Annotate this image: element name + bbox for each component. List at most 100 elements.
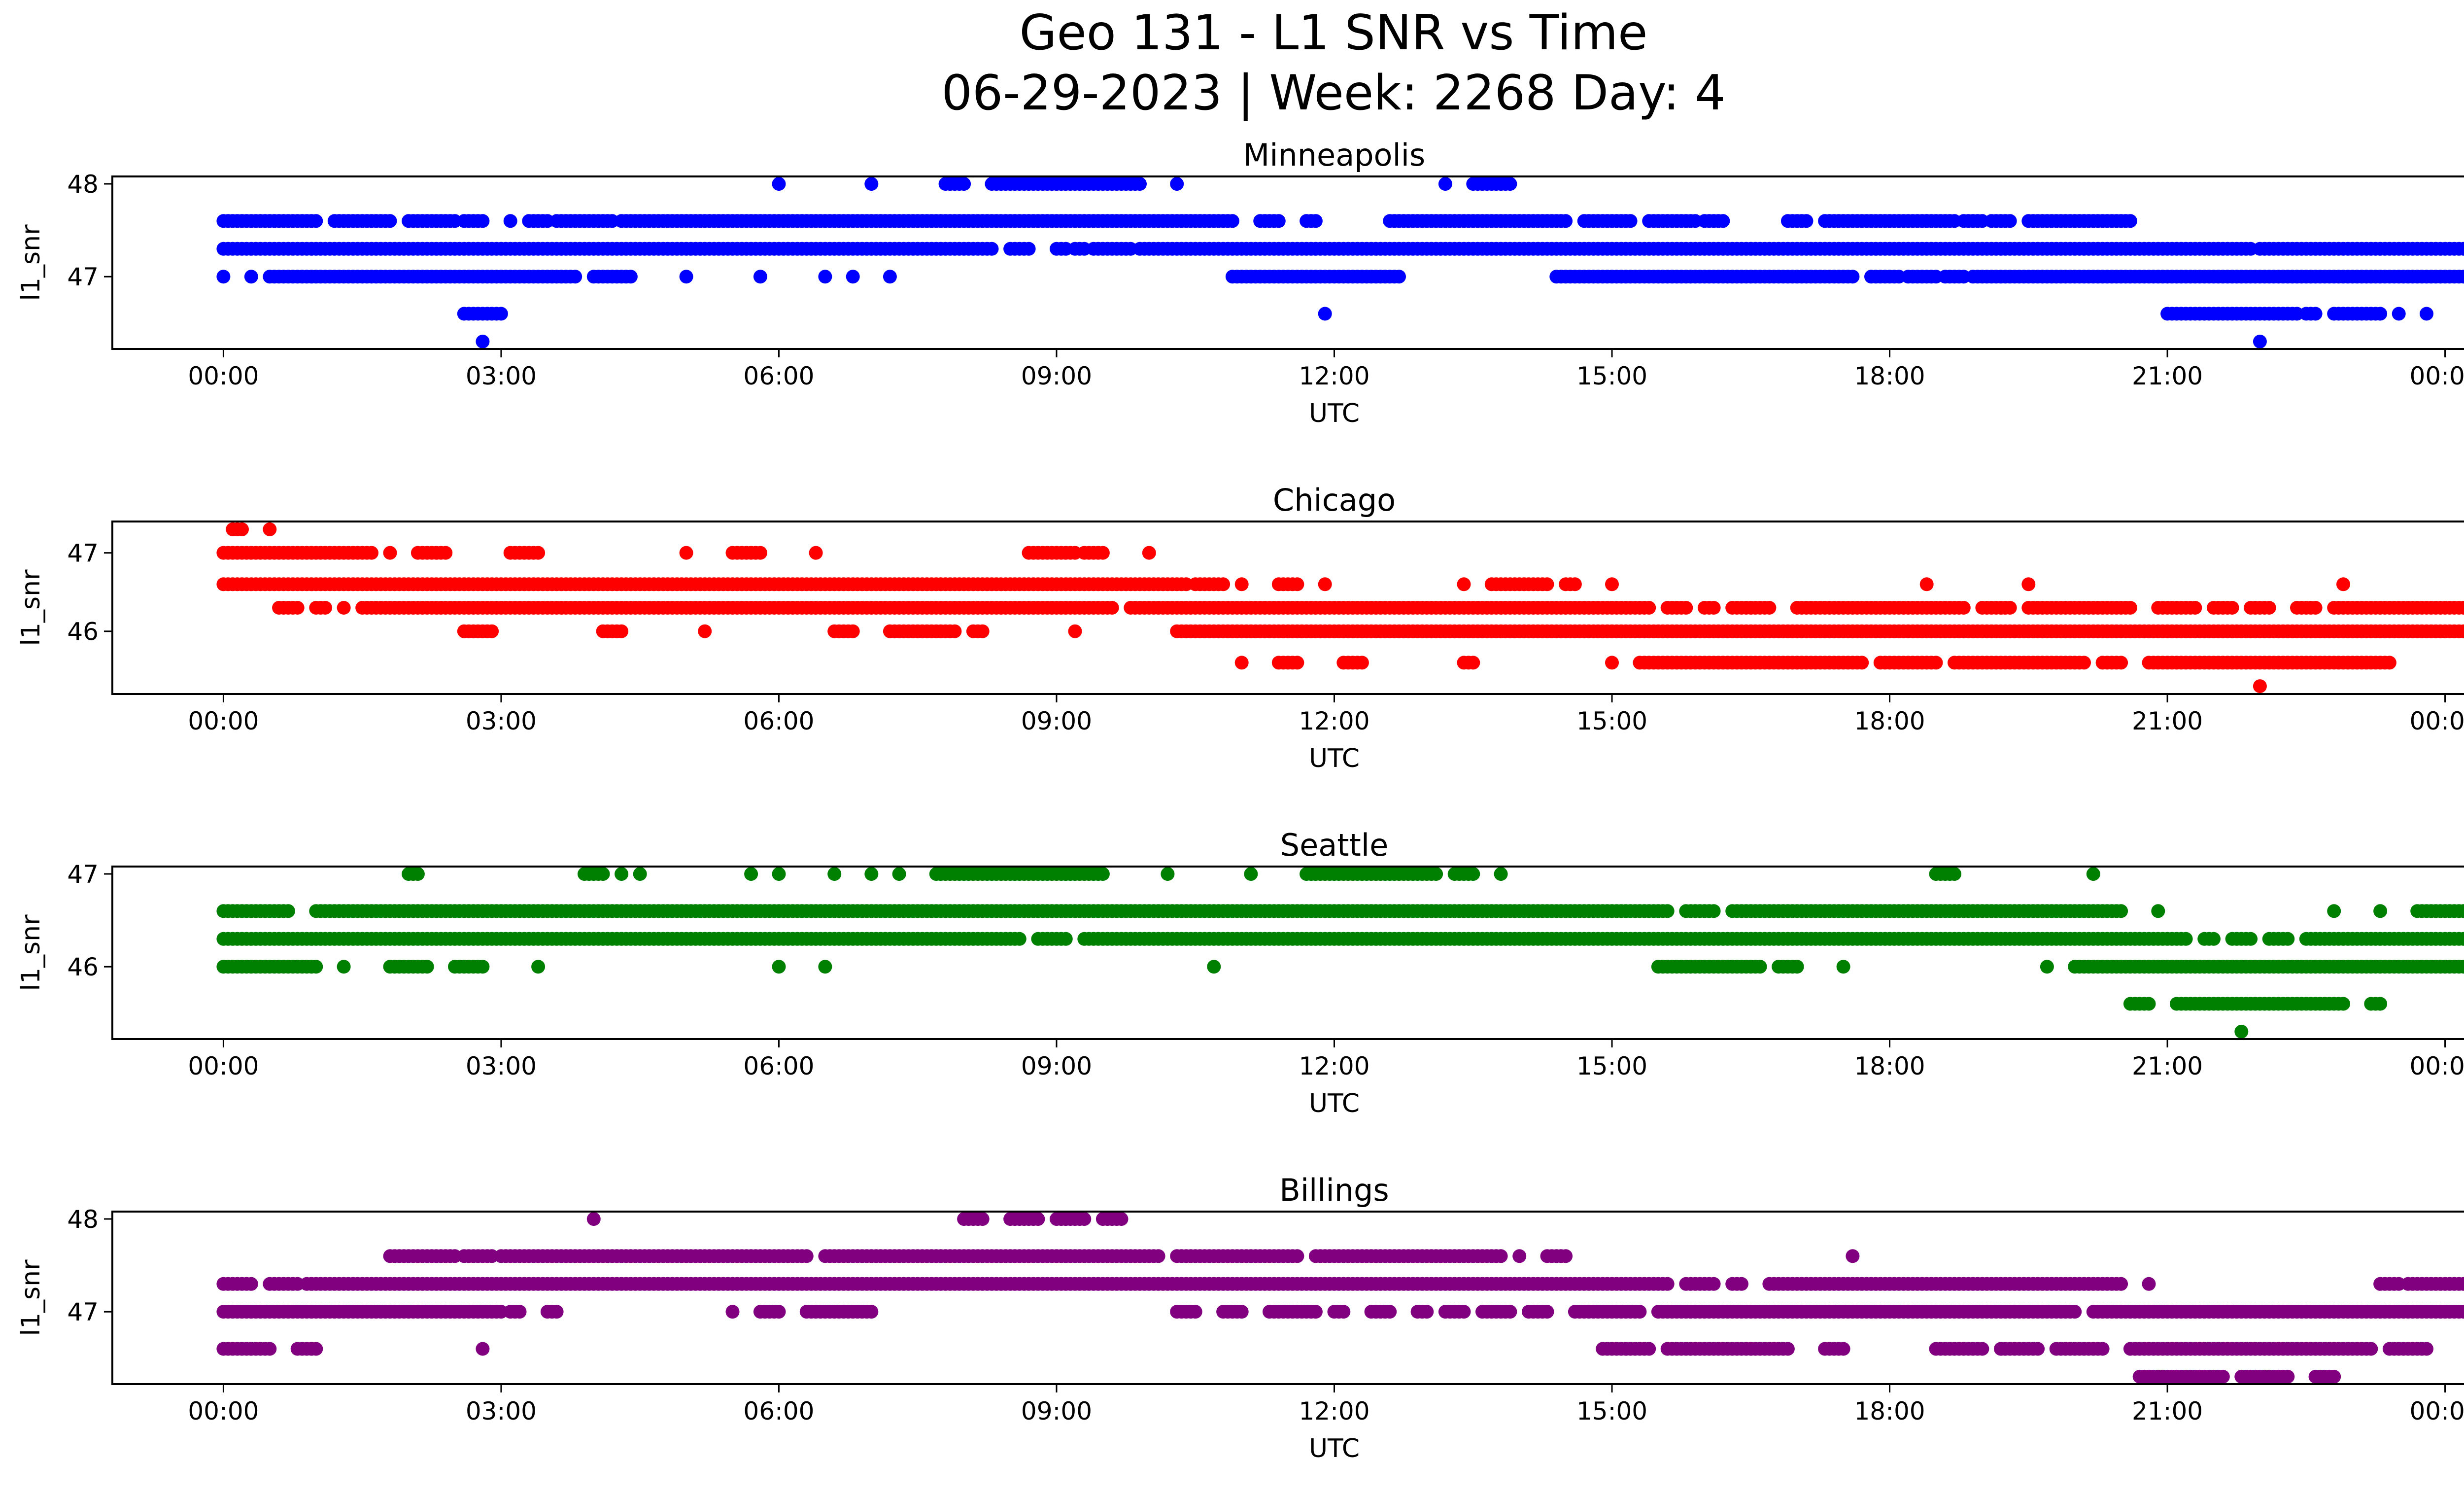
data-point bbox=[975, 1212, 990, 1226]
data-point bbox=[1605, 656, 1619, 670]
data-point bbox=[1494, 1249, 1508, 1263]
data-point bbox=[1660, 904, 1675, 918]
data-point bbox=[1308, 1305, 1323, 1319]
data-point bbox=[1225, 214, 1239, 228]
data-point bbox=[2373, 307, 2388, 321]
axes-frame bbox=[111, 866, 2464, 1040]
data-point bbox=[2095, 1342, 2110, 1356]
data-point bbox=[281, 904, 295, 918]
data-point bbox=[1438, 177, 1452, 191]
subplot-title: Chicago bbox=[1273, 482, 1396, 518]
y-axis-label: l1_snr bbox=[16, 224, 46, 301]
data-point bbox=[1679, 601, 1693, 615]
x-tick-label: 00:00 bbox=[2410, 707, 2464, 735]
x-tick-label: 15:00 bbox=[1576, 362, 1647, 390]
data-point bbox=[1799, 214, 1814, 228]
data-point bbox=[772, 177, 786, 191]
x-tick-label: 21:00 bbox=[2132, 707, 2203, 735]
data-point bbox=[1290, 577, 1304, 591]
y-tick-label: 48 bbox=[67, 170, 99, 199]
y-tick-label: 46 bbox=[67, 618, 99, 646]
data-point bbox=[420, 960, 434, 974]
data-point bbox=[2234, 1024, 2249, 1039]
data-point bbox=[244, 1277, 258, 1291]
data-point bbox=[2253, 679, 2267, 694]
data-point bbox=[957, 177, 971, 191]
data-point bbox=[1105, 601, 1119, 615]
x-axis-label: UTC bbox=[1309, 744, 1360, 773]
data-point bbox=[2308, 601, 2323, 615]
x-tick-label: 03:00 bbox=[466, 1052, 537, 1080]
data-point bbox=[2021, 577, 2036, 591]
data-point bbox=[818, 270, 832, 284]
data-points bbox=[216, 522, 2464, 694]
x-tick-label: 06:00 bbox=[743, 1052, 814, 1080]
y-tick-label: 46 bbox=[67, 953, 99, 981]
x-tick-label: 00:00 bbox=[188, 362, 259, 390]
data-point bbox=[337, 960, 351, 974]
x-tick-label: 12:00 bbox=[1299, 707, 1369, 735]
x-tick-label: 03:00 bbox=[466, 707, 537, 735]
data-point bbox=[1605, 577, 1619, 591]
data-point bbox=[1836, 960, 1850, 974]
data-point bbox=[1568, 577, 1582, 591]
data-point bbox=[2244, 932, 2258, 946]
data-point bbox=[623, 270, 638, 284]
data-point bbox=[383, 546, 397, 560]
x-tick-label: 09:00 bbox=[1021, 362, 1092, 390]
data-point bbox=[513, 1305, 527, 1319]
data-point bbox=[725, 1305, 740, 1319]
x-tick-label: 06:00 bbox=[743, 707, 814, 735]
data-point bbox=[1623, 214, 1638, 228]
data-point bbox=[263, 522, 277, 536]
x-tick-label: 18:00 bbox=[1854, 707, 1925, 735]
data-point bbox=[1244, 867, 1258, 881]
data-point bbox=[2123, 601, 2137, 615]
x-tick-label: 00:00 bbox=[188, 1052, 259, 1080]
data-point bbox=[2207, 932, 2221, 946]
data-point bbox=[1234, 656, 1249, 670]
data-point bbox=[568, 270, 582, 284]
data-point bbox=[1929, 656, 1943, 670]
x-axis-label: UTC bbox=[1309, 399, 1360, 428]
data-point bbox=[1956, 601, 1971, 615]
x-tick-label: 09:00 bbox=[1021, 1052, 1092, 1080]
data-point bbox=[309, 1342, 323, 1356]
data-point bbox=[2336, 577, 2350, 591]
data-point bbox=[596, 867, 610, 881]
data-point bbox=[1336, 1305, 1351, 1319]
data-point bbox=[1503, 1305, 1517, 1319]
data-point bbox=[531, 546, 546, 560]
data-point bbox=[1429, 867, 1443, 881]
x-tick-label: 00:00 bbox=[2410, 362, 2464, 390]
data-point bbox=[2373, 904, 2388, 918]
data-point bbox=[2373, 997, 2388, 1011]
data-point bbox=[615, 624, 629, 638]
data-point bbox=[1031, 1212, 1045, 1226]
data-point bbox=[1095, 546, 1110, 560]
data-point bbox=[1207, 960, 1221, 974]
y-tick-label: 47 bbox=[67, 539, 99, 568]
data-point bbox=[846, 270, 860, 284]
data-point bbox=[2461, 271, 2464, 282]
data-point bbox=[975, 624, 990, 638]
data-point bbox=[586, 1212, 601, 1226]
subplot-title: Seattle bbox=[1280, 827, 1388, 863]
y-tick-label: 47 bbox=[67, 860, 99, 889]
data-point bbox=[1022, 242, 1036, 256]
data-points bbox=[216, 867, 2464, 1039]
data-point bbox=[1503, 177, 1517, 191]
data-point bbox=[1790, 960, 1804, 974]
data-point bbox=[2123, 214, 2137, 228]
data-point bbox=[439, 546, 453, 560]
data-point bbox=[633, 867, 647, 881]
x-tick-label: 21:00 bbox=[2132, 362, 2203, 390]
data-point bbox=[318, 601, 332, 615]
data-point bbox=[2114, 656, 2128, 670]
data-point bbox=[1271, 214, 1286, 228]
x-tick-label: 18:00 bbox=[1854, 362, 1925, 390]
x-tick-label: 15:00 bbox=[1576, 707, 1647, 735]
data-point bbox=[1540, 1305, 1554, 1319]
data-point bbox=[2086, 867, 2100, 881]
